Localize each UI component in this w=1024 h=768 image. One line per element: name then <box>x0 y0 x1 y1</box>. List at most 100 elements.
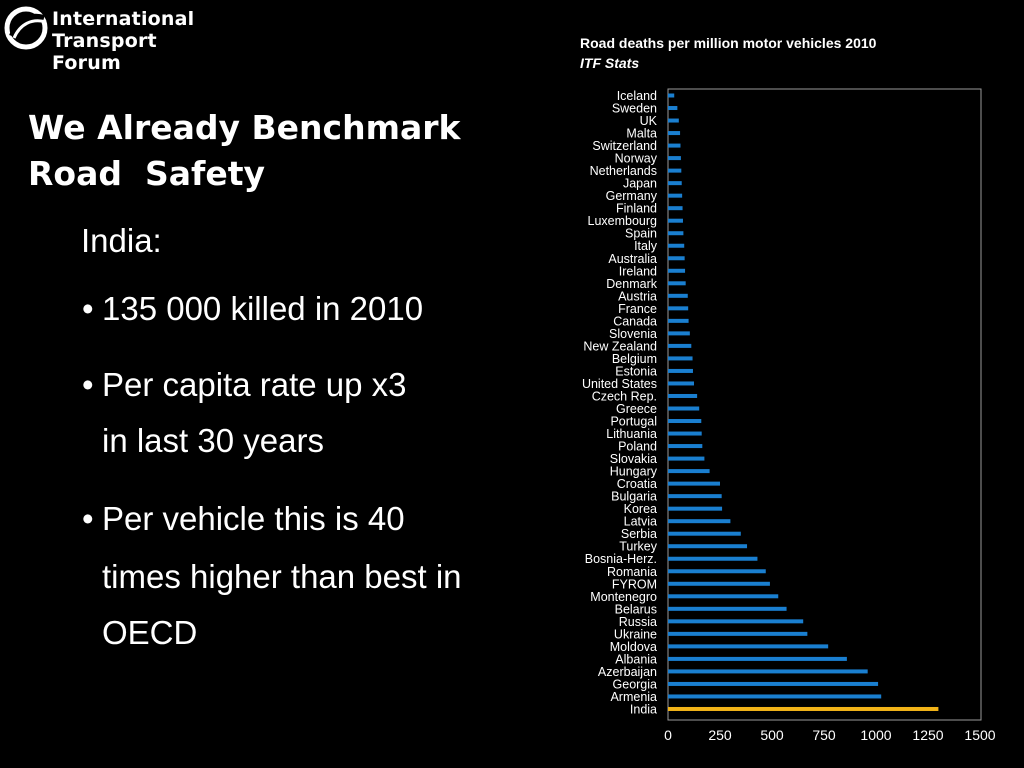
bullet-2-line1: Per capita rate up x3 <box>102 366 407 403</box>
category-label-georgia: Georgia <box>613 677 658 691</box>
category-label-belarus: Belarus <box>615 602 657 616</box>
bar-norway <box>668 156 681 161</box>
bar-spain <box>668 231 684 236</box>
bar-belgium <box>668 356 693 361</box>
x-tick-label: 1000 <box>860 727 891 743</box>
category-label-bulgaria: Bulgaria <box>611 490 657 504</box>
bar-hungary <box>668 469 710 474</box>
x-tick-label: 0 <box>664 727 672 743</box>
bar-sweden <box>668 106 678 111</box>
category-label-germany: Germany <box>606 189 658 203</box>
category-label-serbia: Serbia <box>621 527 657 541</box>
bullet-2-line2: in last 30 years <box>102 422 324 459</box>
bar-azerbaijan <box>668 669 868 674</box>
category-label-spain: Spain <box>625 227 657 241</box>
bar-armenia <box>668 694 882 699</box>
category-label-lithuania: Lithuania <box>606 427 657 441</box>
category-label-poland: Poland <box>618 440 657 454</box>
category-label-estonia: Estonia <box>615 364 657 378</box>
bar-switzerland <box>668 143 681 148</box>
bar-bulgaria <box>668 494 722 499</box>
bar-turkey <box>668 544 748 549</box>
bar-ireland <box>668 268 686 273</box>
plot-frame <box>667 88 982 721</box>
bar-ukraine <box>668 631 808 636</box>
slide-title-line1: We Already Benchmark <box>28 108 461 147</box>
category-label-norway: Norway <box>615 152 658 166</box>
bar-greece <box>668 406 700 411</box>
bar-latvia <box>668 519 731 524</box>
category-label-ukraine: Ukraine <box>614 627 657 641</box>
category-label-switzerland: Switzerland <box>592 139 657 153</box>
bar-portugal <box>668 419 702 424</box>
bar-denmark <box>668 281 686 286</box>
bar-moldova <box>668 644 829 649</box>
chart-title: Road deaths per million motor vehicles 2… <box>580 35 877 51</box>
chart-subtitle: ITF Stats <box>580 55 640 71</box>
bar-poland <box>668 444 703 449</box>
category-label-latvia: Latvia <box>624 515 657 529</box>
category-label-finland: Finland <box>616 202 657 216</box>
category-label-malta: Malta <box>626 127 657 141</box>
category-label-russia: Russia <box>619 615 657 629</box>
category-label-new-zealand: New Zealand <box>583 339 657 353</box>
bar-netherlands <box>668 168 682 173</box>
bar-luxembourg <box>668 218 683 223</box>
bar-montenegro <box>668 594 779 599</box>
category-label-slovenia: Slovenia <box>609 327 657 341</box>
bar-austria <box>668 293 688 298</box>
intro-text: India: <box>81 222 162 259</box>
bar-france <box>668 306 689 311</box>
logo-line1: International <box>52 8 195 30</box>
slide-title-line2: Road Safety <box>28 154 266 193</box>
category-label-france: France <box>618 302 657 316</box>
category-label-greece: Greece <box>616 402 657 416</box>
bar-romania <box>668 569 766 574</box>
bar-new-zealand <box>668 343 692 348</box>
category-label-romania: Romania <box>607 565 657 579</box>
x-tick-label: 750 <box>812 727 836 743</box>
bullet-1: 135 000 killed in 2010 <box>102 290 424 327</box>
category-label-australia: Australia <box>608 252 657 266</box>
bullet-marker: • <box>82 290 94 327</box>
bar-georgia <box>668 681 879 686</box>
bar-germany <box>668 193 683 198</box>
category-label-croatia: Croatia <box>617 477 657 491</box>
bar-uk <box>668 118 679 123</box>
itf-logo: International Transport Forum <box>4 2 224 74</box>
category-label-iceland: Iceland <box>617 89 657 103</box>
bullet-3-line3: OECD <box>102 614 198 651</box>
category-label-united-states: United States <box>582 377 657 391</box>
category-label-azerbaijan: Azerbaijan <box>598 665 657 679</box>
x-tick-label: 500 <box>760 727 784 743</box>
bar-korea <box>668 506 723 511</box>
bullet-3-line1: Per vehicle this is 40 <box>102 500 405 537</box>
bar-canada <box>668 318 689 323</box>
bar-croatia <box>668 481 720 486</box>
bar-italy <box>668 243 685 248</box>
category-label-ireland: Ireland <box>619 264 657 278</box>
x-tick-label: 1250 <box>912 727 943 743</box>
category-label-canada: Canada <box>613 314 657 328</box>
bar-belarus <box>668 606 787 611</box>
category-label-luxembourg: Luxembourg <box>588 214 658 228</box>
bar-lithuania <box>668 431 702 436</box>
chart-title-block: Road deaths per million motor vehicles 2… <box>580 33 876 73</box>
category-label-denmark: Denmark <box>606 277 657 291</box>
bar-slovakia <box>668 456 705 461</box>
category-label-fyrom: FYROM <box>612 577 657 591</box>
bullet-3-line2: times higher than best in <box>102 558 462 595</box>
category-label-korea: Korea <box>624 502 657 516</box>
category-label-austria: Austria <box>618 289 657 303</box>
category-label-czech-rep: Czech Rep. <box>592 389 657 403</box>
category-label-bosnia-herz: Bosnia-Herz. <box>585 552 657 566</box>
bar-india <box>668 706 939 711</box>
bar-united-states <box>668 381 694 386</box>
bar-slovenia <box>668 331 690 336</box>
category-label-italy: Italy <box>634 239 658 253</box>
bar-albania <box>668 656 847 661</box>
category-label-india: India <box>630 702 657 716</box>
bullet-marker: • <box>82 366 94 403</box>
x-tick-label: 1500 <box>964 727 995 743</box>
